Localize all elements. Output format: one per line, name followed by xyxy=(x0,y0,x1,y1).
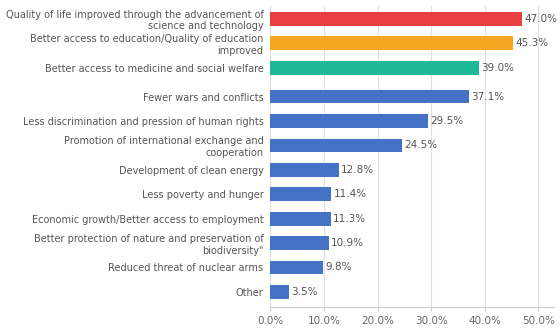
Text: 39.0%: 39.0% xyxy=(482,63,515,73)
Bar xyxy=(270,261,323,274)
Text: 29.5%: 29.5% xyxy=(431,116,464,126)
Text: 11.3%: 11.3% xyxy=(333,213,366,224)
Bar xyxy=(270,12,522,26)
Bar xyxy=(270,90,469,104)
Text: 37.1%: 37.1% xyxy=(472,92,505,102)
Bar xyxy=(270,236,329,250)
Bar xyxy=(270,114,428,128)
Bar xyxy=(270,61,479,75)
Text: 9.8%: 9.8% xyxy=(325,263,352,273)
Bar xyxy=(270,37,513,50)
Bar xyxy=(270,138,402,152)
Bar xyxy=(270,163,339,177)
Text: 24.5%: 24.5% xyxy=(404,140,437,150)
Text: 10.9%: 10.9% xyxy=(331,238,364,248)
Text: 11.4%: 11.4% xyxy=(334,189,367,199)
Bar xyxy=(270,212,331,225)
Text: 45.3%: 45.3% xyxy=(515,38,548,48)
Bar xyxy=(270,187,332,201)
Text: 12.8%: 12.8% xyxy=(341,165,374,175)
Text: 3.5%: 3.5% xyxy=(291,287,318,297)
Text: 47.0%: 47.0% xyxy=(524,14,557,24)
Bar xyxy=(270,285,289,299)
